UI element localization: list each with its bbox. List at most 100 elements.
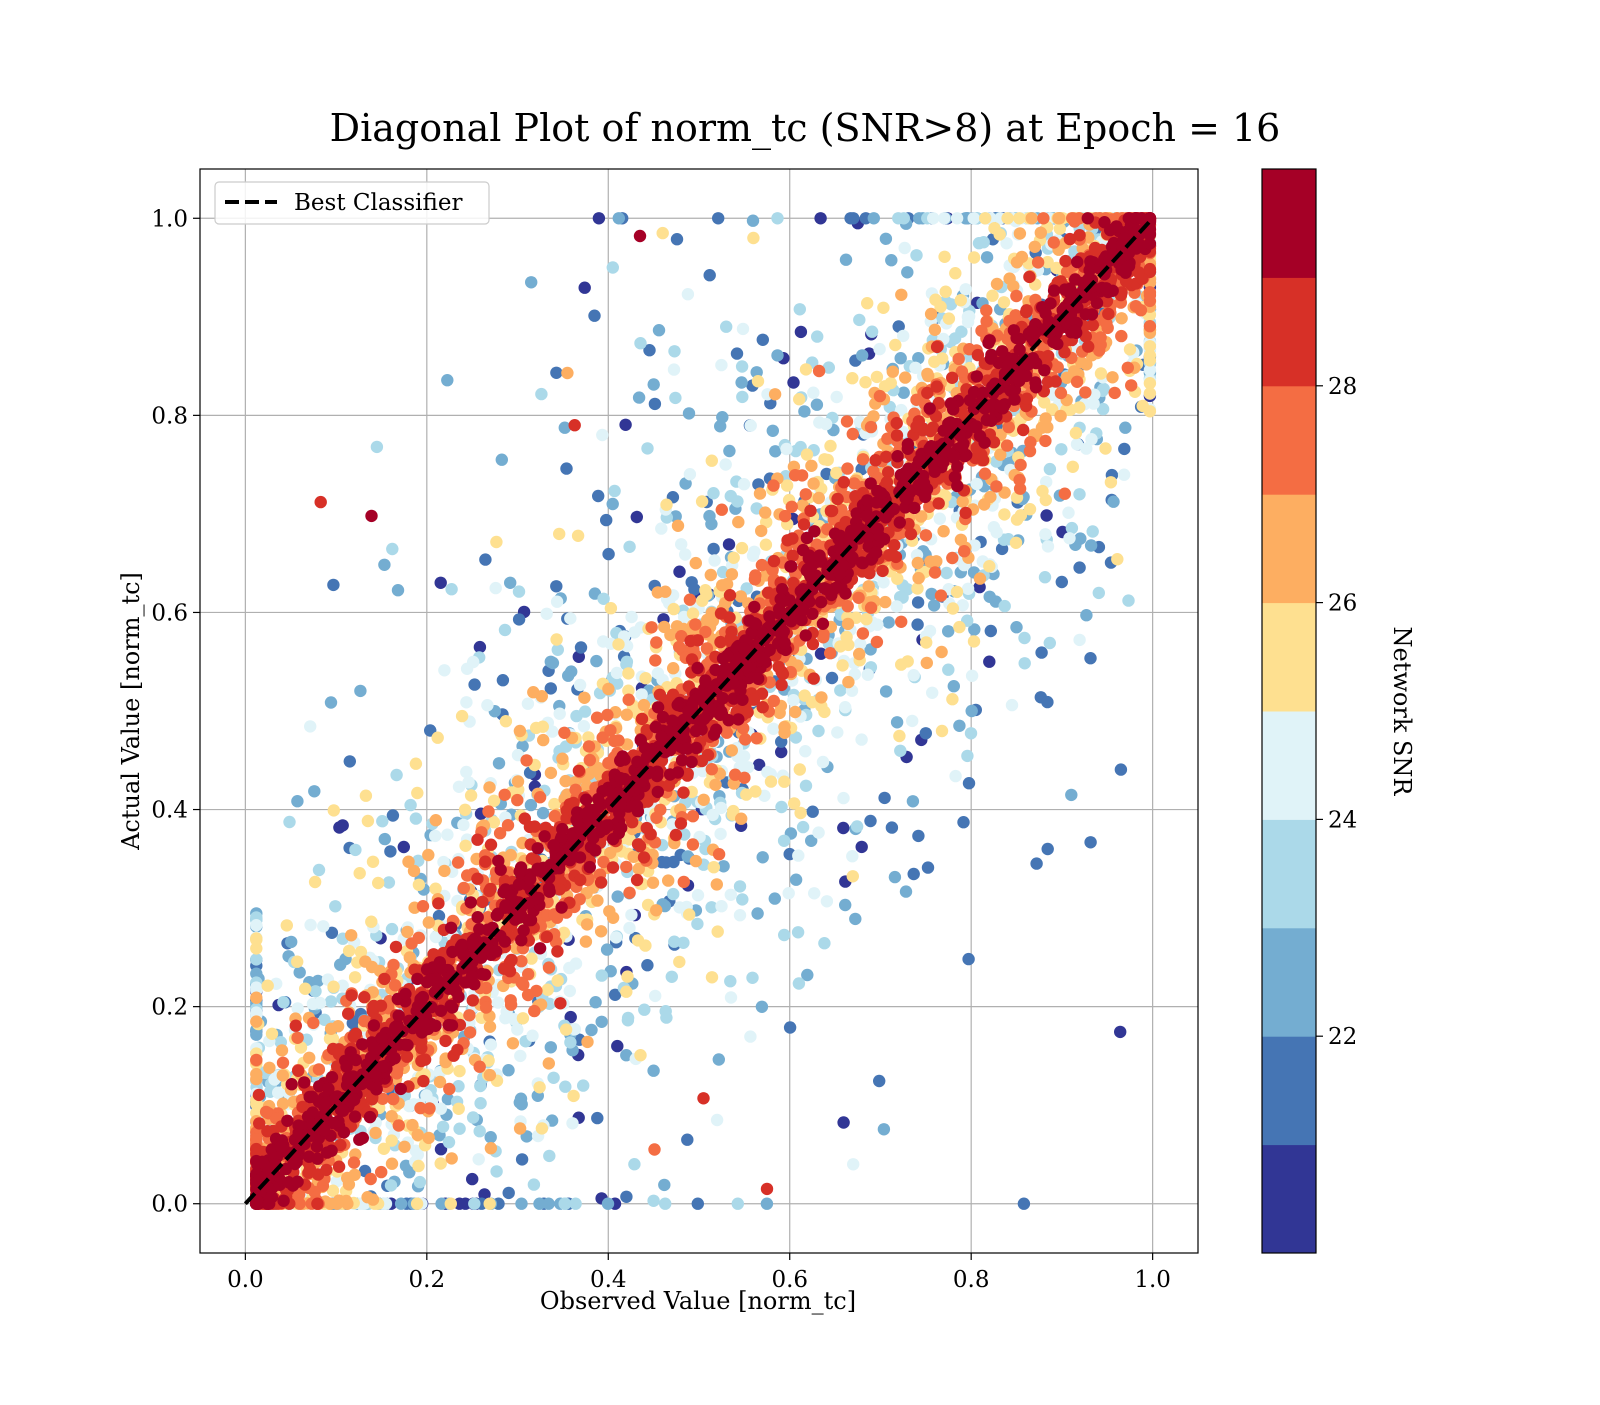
scatter-point [974,572,986,584]
scatter-point [514,1096,526,1108]
scatter-point [503,1187,515,1199]
scatter-point [1122,594,1134,606]
scatter-point [707,809,719,821]
scatter-point [658,621,670,633]
scatter-point [291,795,303,807]
scatter-point [714,828,726,840]
scatter-point [965,727,977,739]
scatter-point [889,871,901,883]
scatter-point [411,1198,423,1210]
scatter-point [891,600,903,612]
scatter-point [963,777,975,789]
scatter-point [490,536,502,548]
scatter-point [578,692,590,704]
scatter-point [738,772,750,784]
scatter-point [1013,474,1025,486]
scatter-point [857,627,869,639]
scatter-point [863,580,875,592]
scatter-point [277,996,289,1008]
scatter-point [1048,236,1060,248]
scatter-point [439,1035,451,1047]
scatter-point [736,893,748,905]
scatter-point [304,720,316,732]
scatter-point [979,212,991,224]
scatter-point [847,212,859,224]
scatter-point [490,582,502,594]
scatter-point [1024,503,1036,515]
scatter-point [537,807,549,819]
scatter-point [484,1069,496,1081]
scatter-point [712,212,724,224]
scatter-point [732,516,744,528]
scatter-point [631,874,643,886]
scatter-point [641,442,653,454]
scatter-point [596,969,608,981]
scatter-point [687,838,699,850]
scatter-point [668,936,680,948]
scatter-point [767,425,779,437]
scatter-point [746,972,758,984]
scatter-point [857,453,869,465]
scatter-point [765,775,777,787]
scatter-point [859,376,871,388]
scatter-point [1095,367,1107,379]
scatter-point [579,282,591,294]
scatter-point [771,349,783,361]
scatter-point [408,865,420,877]
scatter-point [1021,393,1033,405]
scatter-point [966,670,978,682]
scatter-point [841,462,853,474]
scatter-point [291,1032,303,1044]
scatter-point [797,821,809,833]
scatter-point [813,416,825,428]
scatter-point [639,672,651,684]
scatter-point [625,611,637,623]
scatter-point [984,491,996,503]
scatter-point [744,1030,756,1042]
scatter-point [826,672,838,684]
scatter-point [808,887,820,899]
scatter-point [799,745,811,757]
scatter-point [1080,442,1092,454]
scatter-point [769,892,781,904]
scatter-point [824,440,836,452]
scatter-point [821,895,833,907]
scatter-point [612,638,624,650]
scatter-point [547,1072,559,1084]
scatter-point [1014,227,1026,239]
scatter-point [998,296,1010,308]
scatter-point [787,694,799,706]
scatter-point [429,830,441,842]
scatter-point [715,607,727,619]
scatter-point [542,1198,554,1210]
scatter-point [589,996,601,1008]
scatter-point [946,693,958,705]
scatter-point [592,490,604,502]
scatter-point [673,566,685,578]
scatter-point [877,576,889,588]
scatter-point [474,1097,486,1109]
scatter-point [801,448,813,460]
scatter-point [1055,387,1067,399]
scatter-point [459,804,471,816]
scatter-point [1030,857,1042,869]
scatter-point [482,805,494,817]
scatter-point [856,349,868,361]
scatter-point [584,754,596,766]
scatter-point [670,829,682,841]
scatter-point [930,555,942,567]
scatter-point [847,428,859,440]
scatter-point [953,720,965,732]
scatter-point [393,1119,405,1131]
scatter-point [1017,424,1029,436]
scatter-point [311,1198,323,1210]
scatter-point [873,1075,885,1087]
scatter-point [1115,763,1127,775]
scatter-point [517,1012,529,1024]
scatter-point [973,237,985,249]
scatter-point [514,725,526,737]
scatter-point [596,429,608,441]
scatter-point [953,621,965,633]
scatter-point [960,283,972,295]
